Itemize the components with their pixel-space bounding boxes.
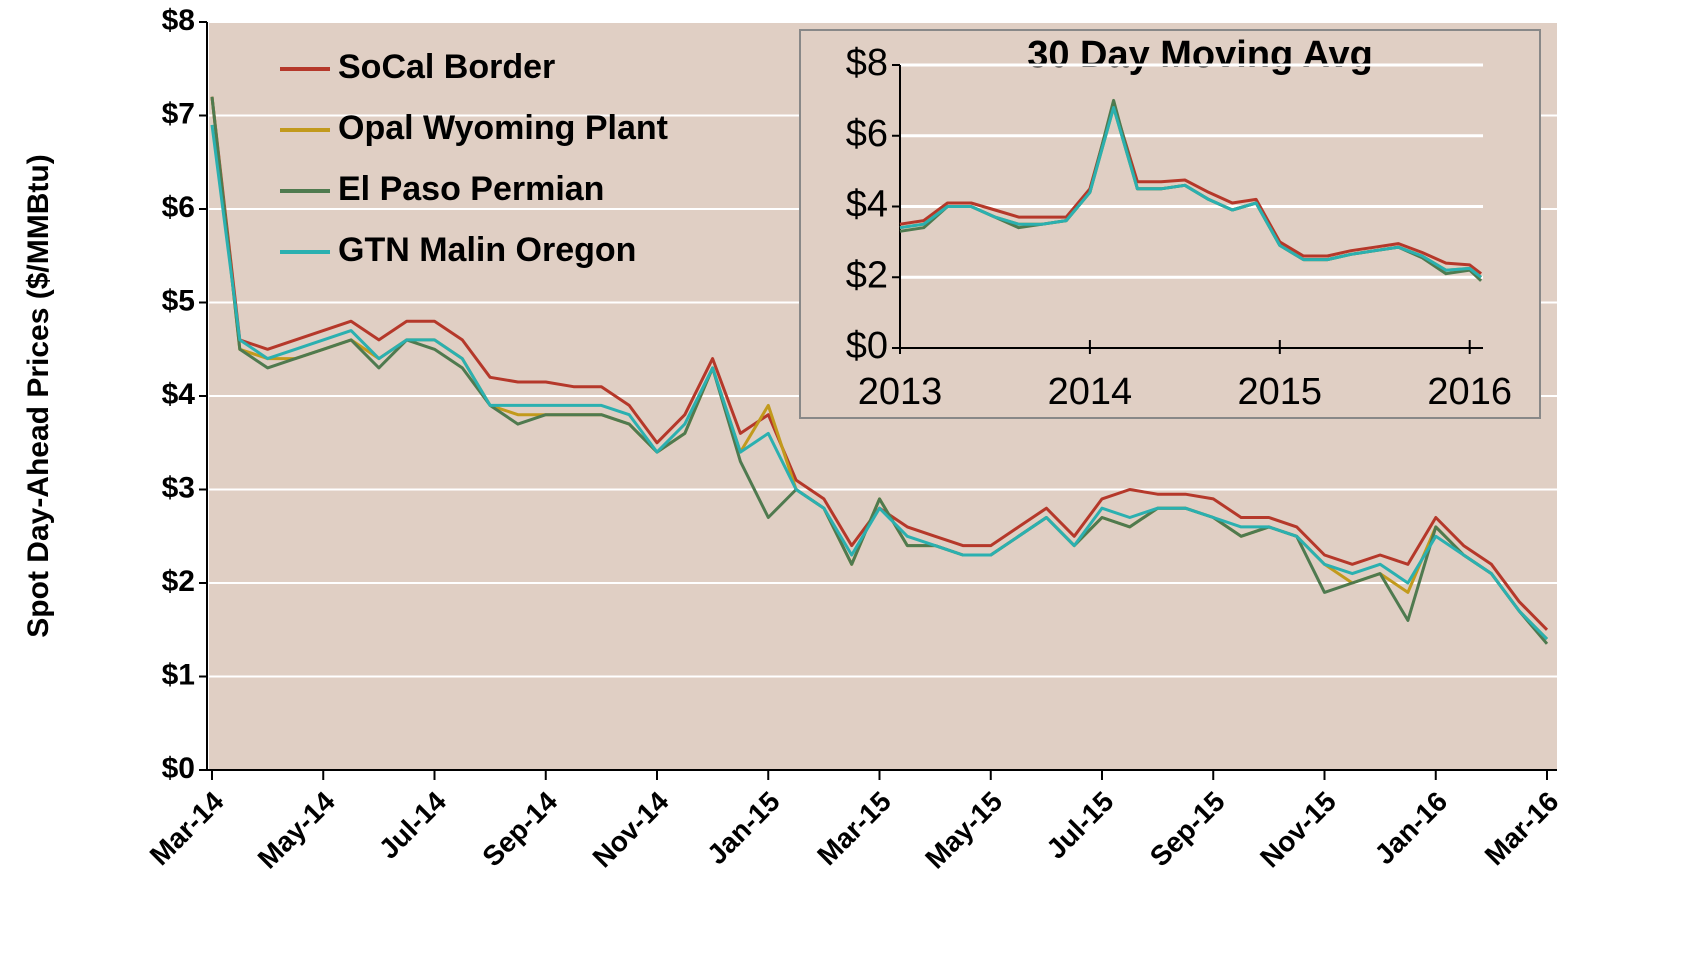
legend-label: SoCal Border	[338, 48, 555, 86]
x-tick-label: Jan-15	[701, 786, 786, 871]
legend-label: GTN Malin Oregon	[338, 231, 636, 269]
inset-chart: $0 $2 $4 $6 $8 2013 2014 2015 2016	[846, 42, 1512, 413]
y-tick-label: $7	[162, 97, 195, 130]
legend-label: Opal Wyoming Plant	[338, 109, 668, 147]
series-line	[899, 106, 1483, 279]
series-line	[899, 102, 1483, 275]
x-tick-label: 2015	[1238, 371, 1323, 413]
y-tick-label: $4	[162, 378, 196, 411]
x-tick-label: Nov-15	[1254, 786, 1342, 874]
y-tick-label: $2	[162, 565, 195, 598]
x-tick-label: 2016	[1427, 371, 1512, 413]
x-tick-label: 2014	[1048, 371, 1133, 413]
y-tick-label: $0	[162, 752, 195, 785]
x-tick-label: Jul-15	[1040, 786, 1119, 865]
y-tick-label: $0	[846, 325, 888, 367]
x-tick-label: Mar-16	[1479, 786, 1565, 872]
x-tick-label: Jan-16	[1369, 786, 1454, 871]
y-tick-label: $4	[846, 184, 888, 226]
x-tick-label: Mar-14	[144, 785, 230, 871]
series-line	[210, 124, 1549, 641]
x-tick-label: Sep-15	[1144, 786, 1231, 873]
x-tick-label: May-14	[252, 785, 341, 874]
x-tick-label: Nov-14	[587, 785, 675, 873]
y-axis-label: Spot Day-Ahead Prices ($/MMBtu)	[22, 154, 55, 637]
series-line	[210, 96, 1549, 645]
y-tick-label: $1	[162, 658, 195, 691]
x-tick-label: Jul-14	[373, 785, 452, 864]
x-tick-label: 2013	[858, 371, 943, 413]
x-tick-label: Mar-15	[811, 786, 897, 872]
x-tick-label: Sep-14	[476, 785, 563, 872]
y-tick-label: $2	[846, 254, 888, 296]
y-tick-label: $3	[162, 471, 195, 504]
y-tick-label: $8	[846, 42, 888, 84]
inset-title: 30 Day Moving Avg	[1027, 34, 1373, 76]
y-tick-label: $5	[162, 284, 195, 317]
y-tick-label: $6	[846, 113, 888, 155]
legend-label: El Paso Permian	[338, 170, 604, 208]
y-tick-label: $8	[162, 4, 195, 37]
x-tick-label: May-15	[919, 786, 1008, 875]
y-tick-label: $6	[162, 191, 195, 224]
